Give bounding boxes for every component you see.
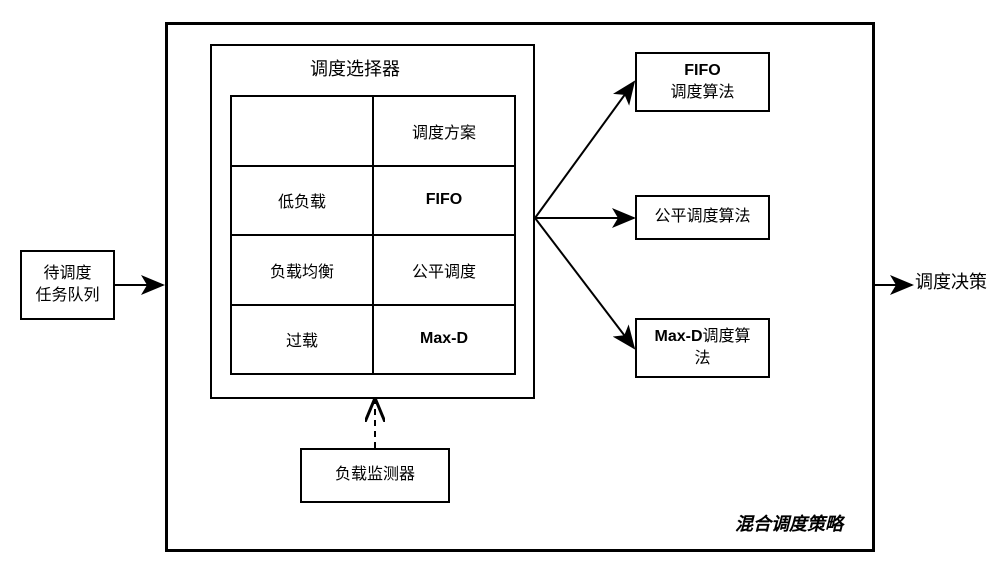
table-row: 负载均衡 公平调度 (231, 235, 515, 305)
load-monitor-box: 负载监测器 (300, 448, 450, 503)
table-cell: 公平调度 (373, 235, 515, 305)
input-task-queue-box: 待调度任务队列 (20, 250, 115, 320)
table-cell: 负载均衡 (231, 235, 373, 305)
table-cell: 过载 (231, 305, 373, 375)
output-decision-label: 调度决策 (915, 268, 987, 294)
table-cell: FIFO (373, 166, 515, 236)
table-row: 低负载 FIFO (231, 166, 515, 236)
fair-algo-label: 公平调度算法 (654, 206, 750, 228)
input-task-queue-label: 待调度任务队列 (35, 263, 99, 308)
table-cell: 低负载 (231, 166, 373, 236)
fair-algo-box: 公平调度算法 (635, 195, 770, 240)
main-strategy-label: 混合调度策略 (735, 510, 843, 536)
scheduler-table: 调度方案 低负载 FIFO 负载均衡 公平调度 过载 Max-D (230, 95, 516, 375)
maxd-algo-box: Max-D调度算法 (635, 318, 770, 378)
load-monitor-label: 负载监测器 (335, 464, 415, 486)
table-row: 过载 Max-D (231, 305, 515, 375)
table-cell: 调度方案 (373, 96, 515, 166)
table-cell (231, 96, 373, 166)
scheduler-selector-title: 调度选择器 (310, 55, 400, 81)
fifo-algo-label: FIFO调度算法 (670, 60, 734, 105)
table-row: 调度方案 (231, 96, 515, 166)
maxd-algo-label: Max-D调度算法 (654, 326, 750, 371)
fifo-algo-box: FIFO调度算法 (635, 52, 770, 112)
scheduler-table-wrapper: 调度方案 低负载 FIFO 负载均衡 公平调度 过载 Max-D (230, 95, 516, 375)
table-cell: Max-D (373, 305, 515, 375)
